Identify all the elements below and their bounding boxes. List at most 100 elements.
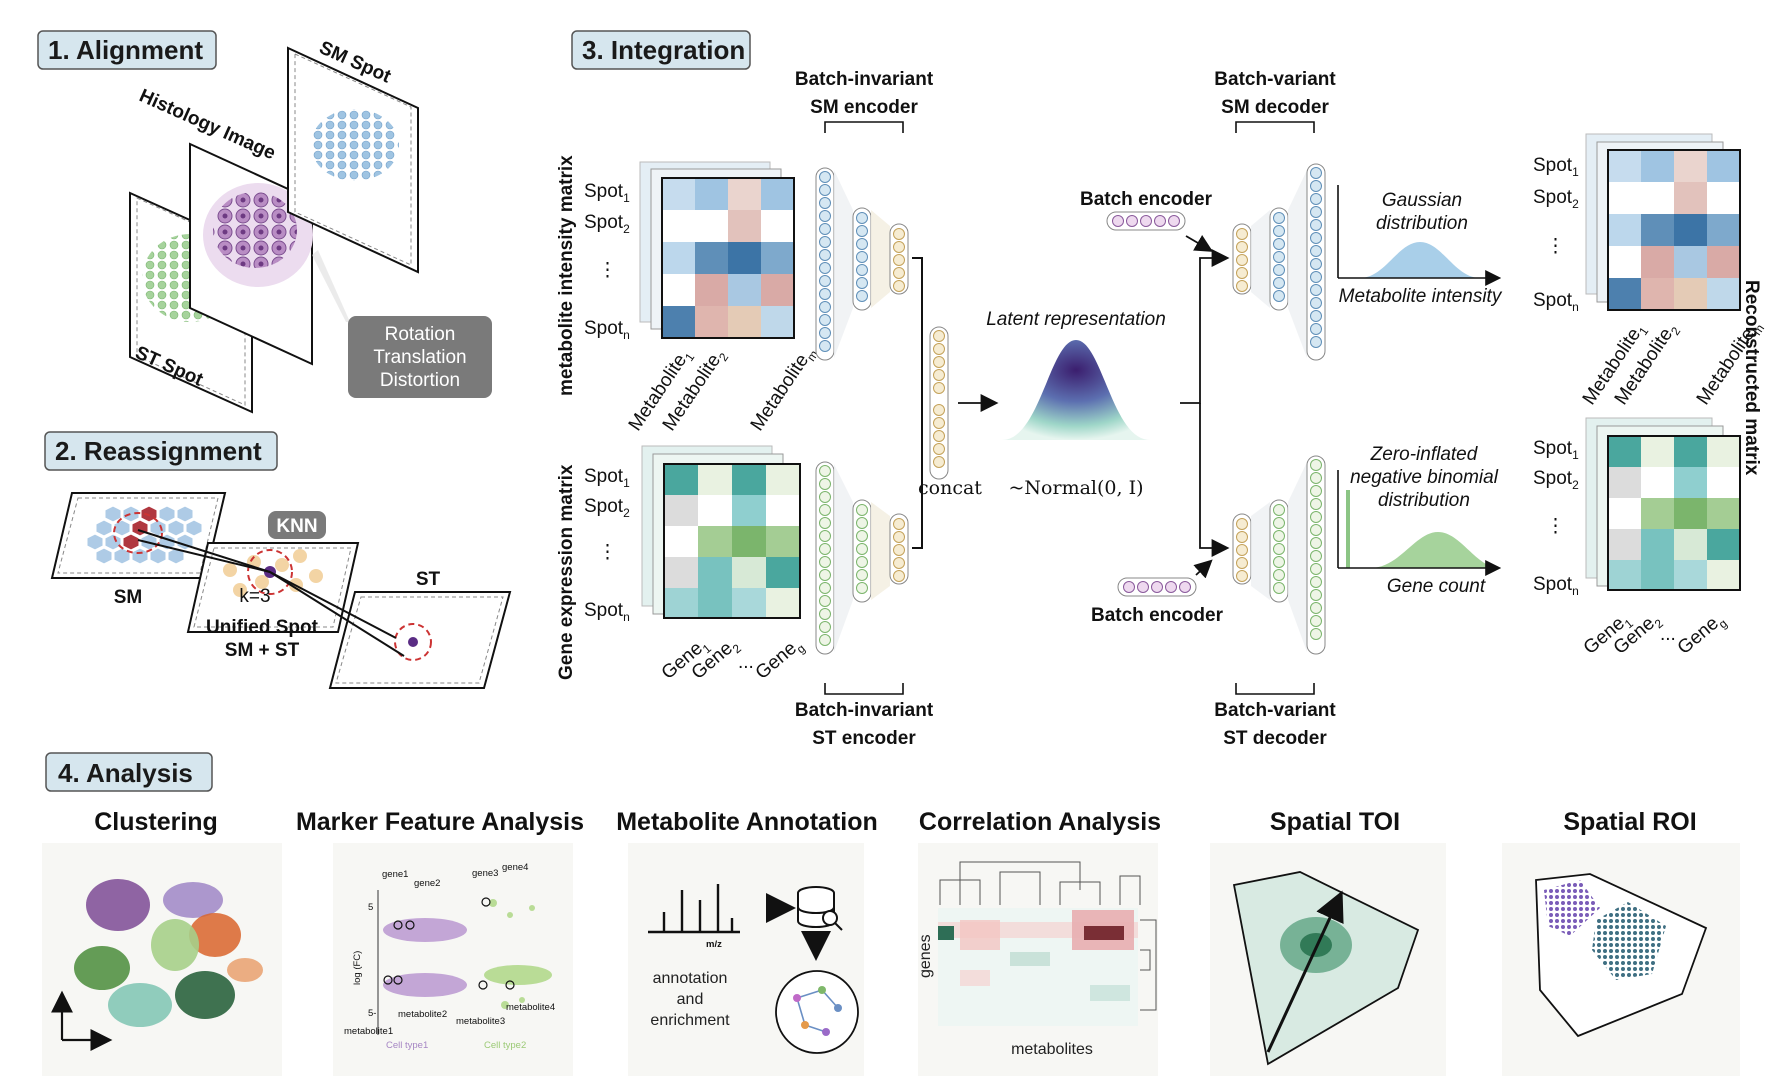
annotation-text-2: and — [677, 991, 704, 1008]
gene-count-label: Gene count — [1387, 576, 1486, 597]
met3-label: metabolite3 — [456, 1016, 505, 1027]
concat-layer — [929, 326, 949, 480]
gene2-label: gene2 — [414, 878, 440, 889]
recon-st-colg: Geneg — [1674, 609, 1730, 662]
annotation-text-3: enrichment — [650, 1012, 730, 1029]
sm-encoder-header-1: Batch-invariant — [795, 69, 934, 90]
sm-plane-border — [294, 53, 412, 266]
met2-label: metabolite2 — [398, 1009, 447, 1020]
sm-matrix-cells — [662, 178, 794, 338]
mass-spectrum — [648, 884, 740, 934]
st-reassign-label: ST — [416, 569, 441, 590]
correlation-heatmap — [938, 908, 1138, 1026]
st-reassign-plane — [328, 591, 512, 689]
sm-knn-circle — [113, 512, 163, 554]
knn-label: KNN — [276, 516, 317, 537]
sm-spot2-label: Spot2 — [584, 212, 630, 236]
annotation-text-1: annotation — [653, 970, 728, 987]
analysis-section-title: 4. Analysis — [58, 758, 193, 788]
unified-spots — [223, 549, 323, 597]
st-spot2-label: Spot2 — [584, 496, 630, 520]
sm-encoder-layers — [815, 167, 909, 361]
marker-card — [333, 843, 573, 1076]
sm-decoder-bracket — [1235, 121, 1315, 133]
ct2-scatter — [489, 899, 535, 1009]
ct2-cloud — [484, 965, 552, 985]
batch-top-arrow — [1185, 234, 1214, 252]
clustering-title: Clustering — [94, 808, 218, 836]
sm-colm-label: Metabolitem — [747, 342, 822, 436]
recon-matrix-label: Reconstructed matrix — [1741, 280, 1762, 476]
sm-input-matrix — [639, 161, 795, 339]
sm-decoder-layers — [1232, 163, 1326, 361]
toi-title: Spatial TOI — [1270, 808, 1400, 836]
st-decoder-layers — [1232, 455, 1326, 655]
analysis-panel: 4. Analysis Clustering Marker Feature An… — [42, 752, 1740, 1076]
marker-ylabel: log (FC) — [352, 951, 363, 985]
batch-encoder-top-label: Batch encoder — [1080, 189, 1213, 210]
annotation-title: Metabolite Annotation — [616, 808, 878, 836]
latent-distribution — [1002, 340, 1150, 440]
st-spotn-label: Spotn — [584, 600, 630, 624]
reassignment-panel: 2. Reassignment — [44, 431, 512, 689]
batch-encoder-bottom — [1117, 577, 1197, 597]
sm-decoder-header-2: SM decoder — [1221, 97, 1329, 118]
zinb-label-3: distribution — [1378, 490, 1470, 511]
metab-matrix-label: metabolite intensity matrix — [556, 155, 577, 396]
latent-label: Latent representation — [986, 309, 1166, 330]
batch-bottom-arrow — [1193, 559, 1213, 579]
recon-st-dots: ⋮ — [1546, 516, 1565, 537]
alignment-section-title: 1. Alignment — [48, 35, 203, 65]
marker-tick-neg: 5- — [368, 1008, 376, 1019]
unified-label-2: SM + ST — [225, 640, 300, 661]
st-spot1-label: Spot1 — [584, 466, 630, 490]
gene-matrix-label: Gene expression matrix — [556, 464, 577, 680]
integration-section-box — [571, 30, 751, 70]
st-encoder-layers — [815, 461, 909, 655]
recon-st-spot2: Spot2 — [1533, 468, 1579, 492]
transform-translation: Translation — [373, 347, 466, 368]
sm-encoder-bracket — [824, 121, 904, 133]
unified-label-1: Unified Spot — [206, 617, 319, 638]
alignment-section-box — [37, 30, 217, 70]
marker-title: Marker Feature Analysis — [296, 808, 584, 836]
gaussian-curve — [1342, 242, 1480, 278]
met4-label: metabolite4 — [506, 1002, 555, 1013]
to-st-decoder-arrow — [1199, 403, 1230, 557]
recon-st-matrix — [1585, 417, 1741, 591]
metab-intensity-label: Metabolite intensity — [1339, 286, 1503, 307]
concat-label: concat — [918, 477, 982, 499]
integration-section-title: 3. Integration — [582, 35, 745, 65]
mz-label: m/z — [706, 939, 722, 950]
gene4-label: gene4 — [502, 862, 528, 873]
callout-wedge — [312, 250, 350, 322]
reassign-lines — [137, 529, 405, 657]
sm-hex-grid — [86, 505, 203, 565]
st-reassign-border — [335, 596, 504, 684]
integration-panel: 3. Integration Spot1 Spot2 ⋮ Spotn metab… — [556, 30, 1767, 749]
ct2-label: Cell type2 — [484, 1040, 526, 1051]
roi-title: Spatial ROI — [1563, 808, 1696, 836]
k-label: k=3 — [239, 586, 270, 607]
transform-box — [348, 316, 492, 398]
sm-spot-cluster — [311, 109, 399, 181]
batch-encoder-bottom-label: Batch encoder — [1091, 605, 1224, 626]
dendrogram-top — [939, 861, 1141, 905]
to-sm-decoder-arrow — [1180, 249, 1230, 404]
normal-label: ~Normal(0, I) — [1009, 477, 1144, 499]
recon-st-spotn: Spotn — [1533, 574, 1579, 598]
marker-highlights — [383, 897, 515, 990]
recon-sm-spotn: Spotn — [1533, 290, 1579, 314]
recon-sm-matrix — [1585, 133, 1741, 311]
roi-region-2 — [1592, 902, 1666, 980]
genes-axis-label: genes — [917, 934, 934, 978]
st-matrix-cells — [664, 464, 800, 618]
st-knn-circle — [394, 623, 432, 661]
st-col-dots: ... — [738, 652, 754, 673]
st-spot — [408, 637, 418, 647]
gene3-label: gene3 — [472, 868, 498, 879]
histology-tissue — [213, 192, 297, 268]
st-encoder-header-2: ST encoder — [812, 728, 916, 749]
ct1-label: Cell type1 — [386, 1040, 428, 1051]
